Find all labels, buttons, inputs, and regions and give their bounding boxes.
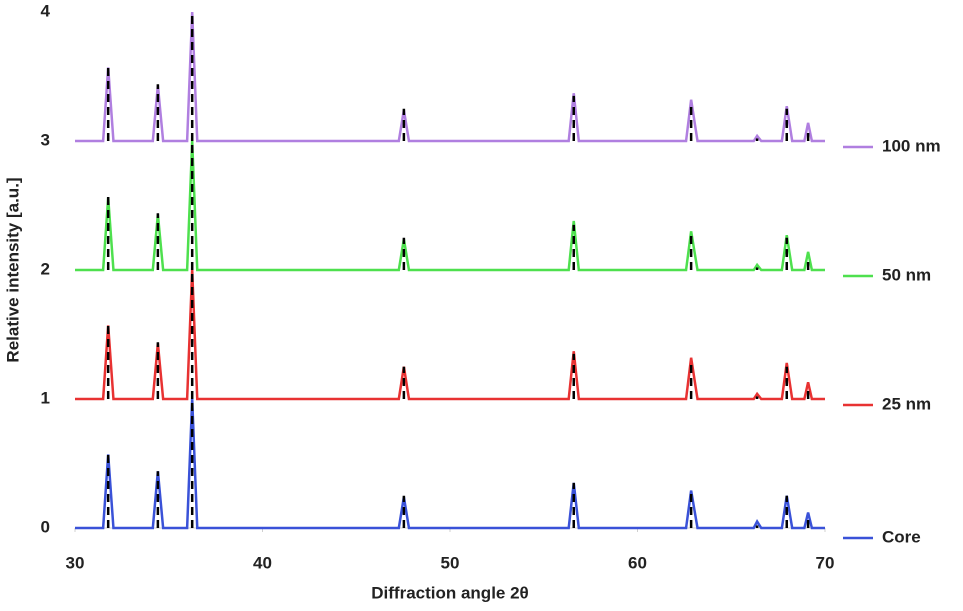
legend-label: 25 nm bbox=[882, 394, 931, 413]
series-line bbox=[75, 140, 825, 272]
x-axis-title: Diffraction angle 2θ bbox=[371, 583, 529, 602]
legend-label: 50 nm bbox=[882, 265, 931, 284]
x-tick-label: 70 bbox=[816, 553, 835, 572]
series-line bbox=[75, 398, 825, 530]
y-tick-label: 0 bbox=[41, 517, 50, 536]
x-tick-label: 60 bbox=[628, 553, 647, 572]
y-tick-label: 2 bbox=[41, 259, 50, 278]
y-tick-label: 3 bbox=[41, 130, 50, 149]
y-tick-label: 1 bbox=[41, 388, 50, 407]
y-tick-label: 4 bbox=[41, 1, 51, 20]
y-axis-title: Relative intensity [a.u.] bbox=[3, 177, 22, 362]
x-tick-label: 40 bbox=[253, 553, 272, 572]
series-line bbox=[75, 269, 825, 401]
series-line bbox=[75, 11, 825, 143]
legend-label: Core bbox=[882, 527, 921, 546]
x-tick-label: 50 bbox=[441, 553, 460, 572]
x-tick-label: 30 bbox=[66, 553, 85, 572]
legend-label: 100 nm bbox=[882, 136, 941, 155]
